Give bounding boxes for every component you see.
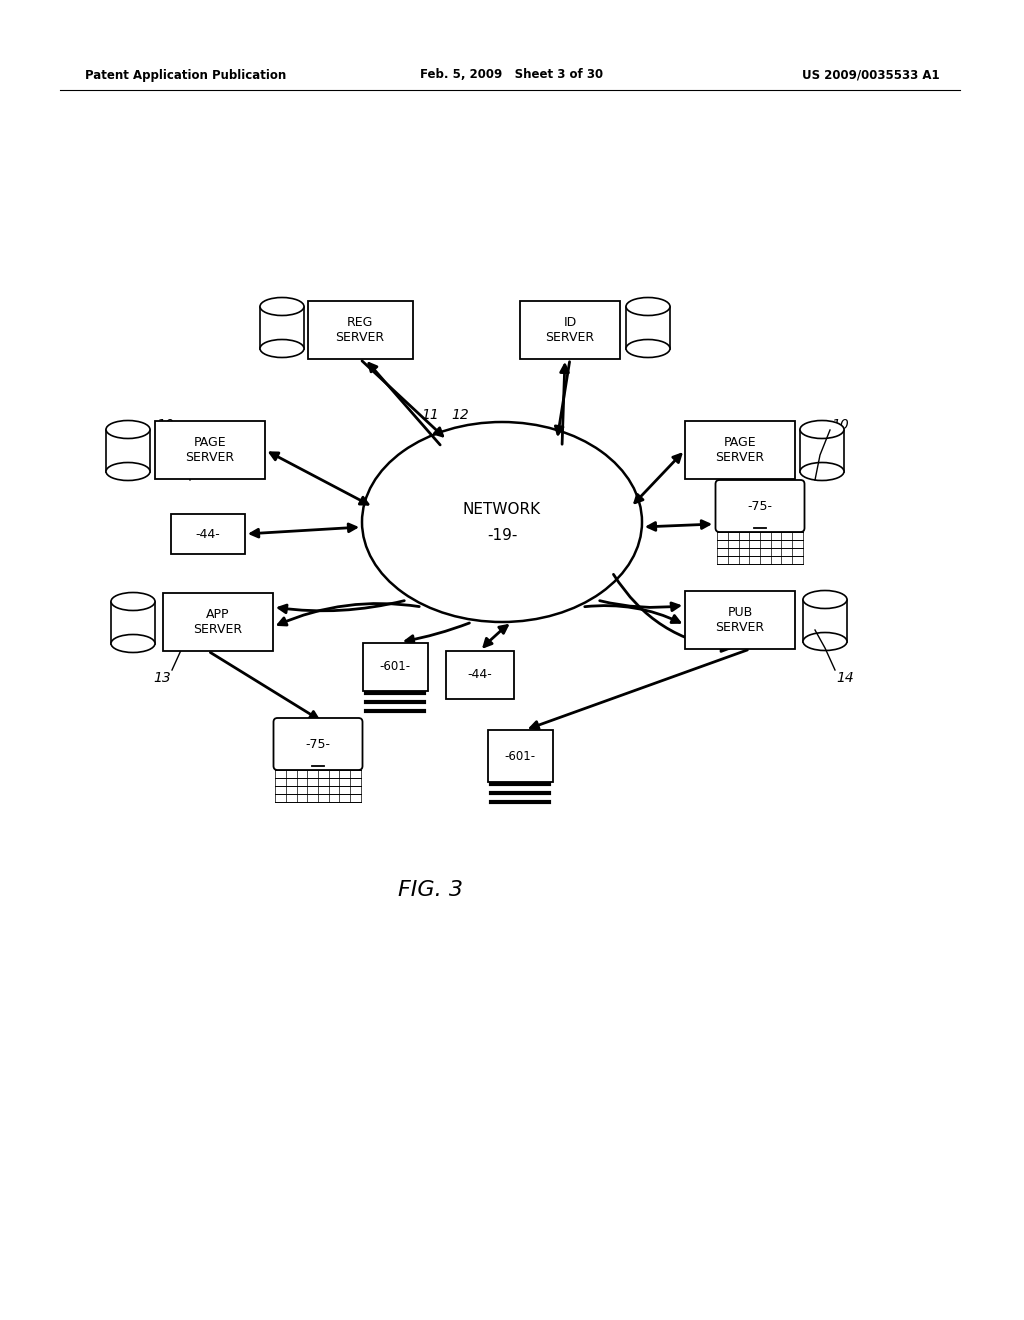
Bar: [487, 730, 553, 781]
FancyBboxPatch shape: [716, 480, 805, 532]
Ellipse shape: [362, 422, 642, 622]
Bar: [260, 306, 304, 348]
Bar: [626, 306, 670, 348]
Ellipse shape: [626, 339, 670, 358]
Bar: [800, 429, 844, 471]
Bar: [520, 301, 620, 359]
Text: -601-: -601-: [505, 750, 536, 763]
Text: -19-: -19-: [486, 528, 517, 544]
Text: US 2009/0035533 A1: US 2009/0035533 A1: [803, 69, 940, 82]
Text: PUB
SERVER: PUB SERVER: [716, 606, 765, 634]
Text: Patent Application Publication: Patent Application Publication: [85, 69, 287, 82]
Text: ID
SERVER: ID SERVER: [546, 315, 595, 345]
Bar: [163, 593, 273, 651]
Bar: [155, 421, 265, 479]
Text: PAGE
SERVER: PAGE SERVER: [716, 436, 765, 465]
Text: 12: 12: [452, 408, 469, 422]
Bar: [362, 643, 427, 692]
Text: NETWORK: NETWORK: [463, 503, 541, 517]
Ellipse shape: [800, 421, 844, 438]
Text: 11: 11: [421, 408, 439, 422]
Bar: [685, 421, 795, 479]
Bar: [685, 591, 795, 649]
Text: FIG. 3: FIG. 3: [397, 880, 463, 900]
Text: 13: 13: [154, 671, 171, 685]
Text: -44-: -44-: [196, 528, 220, 540]
FancyBboxPatch shape: [273, 718, 362, 770]
Bar: [446, 651, 514, 700]
Bar: [111, 602, 155, 644]
Ellipse shape: [106, 462, 150, 480]
Text: Feb. 5, 2009   Sheet 3 of 30: Feb. 5, 2009 Sheet 3 of 30: [421, 69, 603, 82]
Ellipse shape: [803, 632, 847, 651]
Ellipse shape: [260, 297, 304, 315]
Text: -601-: -601-: [380, 660, 411, 673]
Bar: [171, 513, 245, 554]
Text: 10: 10: [831, 418, 849, 432]
Bar: [106, 429, 150, 471]
Text: APP
SERVER: APP SERVER: [194, 609, 243, 636]
Bar: [307, 301, 413, 359]
Ellipse shape: [260, 339, 304, 358]
Text: -44-: -44-: [468, 668, 493, 681]
Text: -75-: -75-: [305, 738, 331, 751]
Bar: [803, 599, 847, 642]
Text: -75-: -75-: [748, 499, 772, 512]
Text: 14: 14: [837, 671, 854, 685]
Text: REG
SERVER: REG SERVER: [336, 315, 385, 345]
Text: 10: 10: [156, 418, 174, 432]
Ellipse shape: [111, 635, 155, 652]
Ellipse shape: [111, 593, 155, 610]
Ellipse shape: [800, 462, 844, 480]
Ellipse shape: [803, 590, 847, 609]
Ellipse shape: [626, 297, 670, 315]
Ellipse shape: [106, 421, 150, 438]
Text: PAGE
SERVER: PAGE SERVER: [185, 436, 234, 465]
